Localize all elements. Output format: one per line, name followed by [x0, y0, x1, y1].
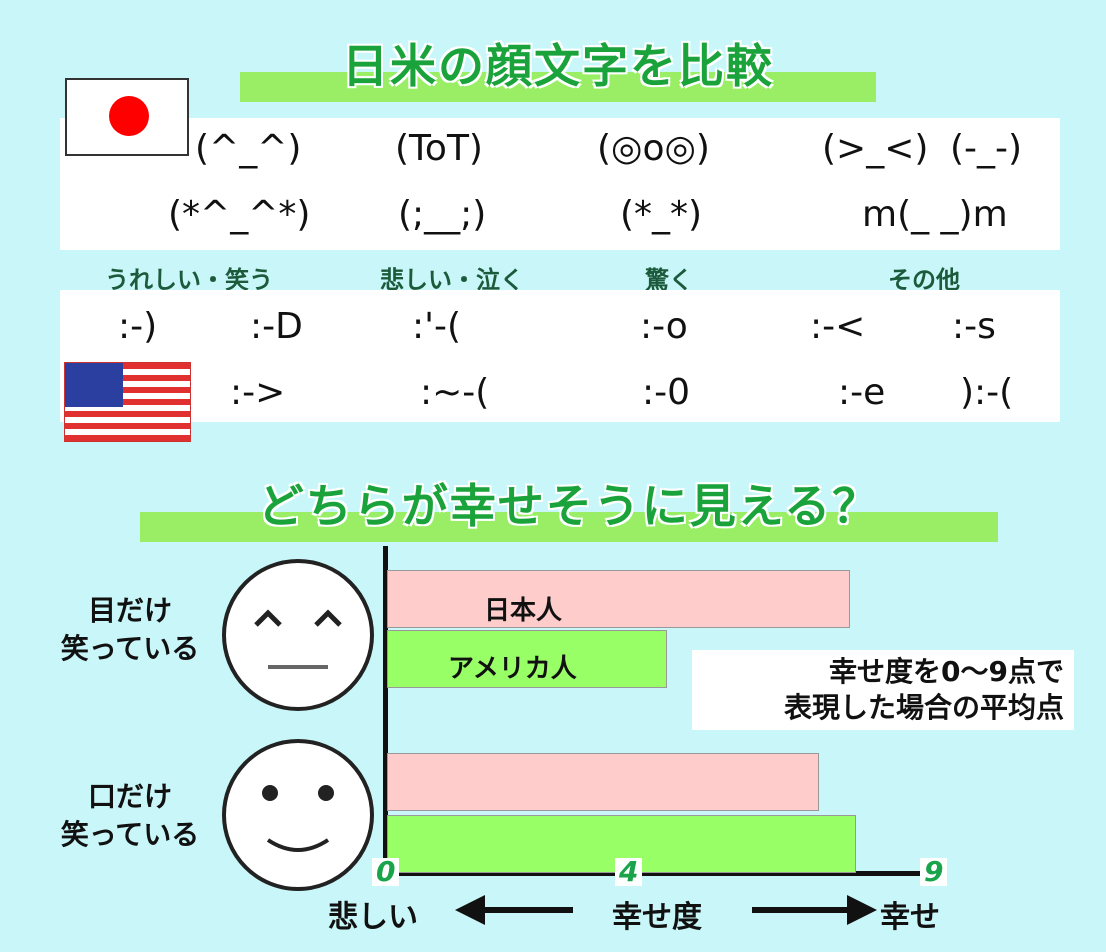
legend-american-label: アメリカ人: [448, 654, 577, 684]
jp-emoticon: (^_^): [195, 128, 302, 169]
jp-emoticon: (*^_^*): [168, 194, 311, 235]
x-tick-label: 9: [920, 858, 948, 886]
category-label: うれしい・笑う: [105, 266, 273, 294]
us-emoticon-panel: [60, 290, 1060, 422]
bar-japanese-eyes: [387, 570, 850, 628]
us-emoticon: :-D: [250, 306, 303, 347]
us-emoticon: :->: [230, 372, 286, 413]
bar-japanese-mouth: [387, 753, 820, 811]
us-emoticon: ):-(: [960, 372, 1014, 413]
y-axis-line: [383, 546, 388, 876]
x-tick-label: 0: [372, 858, 400, 886]
category-label: 悲しい・泣く: [380, 266, 524, 294]
us-emoticon: :-o: [640, 306, 688, 347]
us-emoticon: :-0: [642, 372, 691, 413]
jp-emoticon: (◎o◎): [597, 128, 710, 169]
us-emoticon: :'-(: [412, 306, 462, 347]
mouth-smiling-face-icon: [222, 739, 374, 891]
x-tick-label: 4: [615, 858, 643, 886]
x-low-label: 悲しい: [328, 900, 418, 935]
us-emoticon: :~-(: [420, 372, 490, 413]
japan-emoticon-panel: [60, 118, 1060, 250]
jp-emoticon: (-_-): [950, 128, 1023, 169]
left-arrow-icon: [455, 895, 573, 925]
label-line: 目だけ: [87, 594, 172, 627]
note-line: 表現した場合の平均点: [783, 691, 1064, 724]
category-eyes-label: 目だけ 笑っている: [50, 592, 210, 668]
japan-flag-icon: [65, 78, 189, 156]
jp-emoticon: (*_*): [620, 194, 703, 235]
chart-title: どちらが幸せそうに見える？: [257, 479, 881, 533]
us-emoticon: :-e: [838, 372, 886, 413]
us-emoticon: :-<: [810, 306, 866, 347]
jp-emoticon: m(_ _)m: [862, 194, 1008, 235]
label-line: 口だけ: [87, 780, 172, 813]
page-title: 日米の顔文字を比較: [342, 39, 774, 93]
category-label: その他: [888, 266, 960, 294]
category-mouth-label: 口だけ 笑っている: [50, 778, 210, 854]
legend-japanese-label: 日本人: [484, 596, 563, 626]
jp-emoticon: (ToT): [395, 128, 483, 169]
note-line: 幸せ度を0〜9点で: [829, 655, 1064, 688]
right-arrow-icon: [752, 895, 877, 925]
us-emoticon: :-s: [952, 306, 996, 347]
label-line: 笑っている: [60, 632, 200, 665]
us-flag-icon: [64, 362, 191, 442]
us-emoticon: :-): [118, 306, 158, 347]
category-label: 驚く: [645, 266, 693, 294]
x-high-label: 幸せ: [880, 900, 940, 935]
x-axis-line: [383, 871, 943, 876]
jp-emoticon: (>_<): [822, 128, 929, 169]
chart-note: 幸せ度を0〜9点で 表現した場合の平均点: [692, 650, 1074, 730]
label-line: 笑っている: [60, 818, 200, 851]
eyes-smiling-face-icon: [222, 559, 374, 711]
x-axis-label: 幸せ度: [612, 900, 702, 935]
jp-emoticon: (;__;): [398, 194, 487, 235]
title2-underline: [140, 512, 998, 542]
title1-underline: [240, 72, 876, 102]
